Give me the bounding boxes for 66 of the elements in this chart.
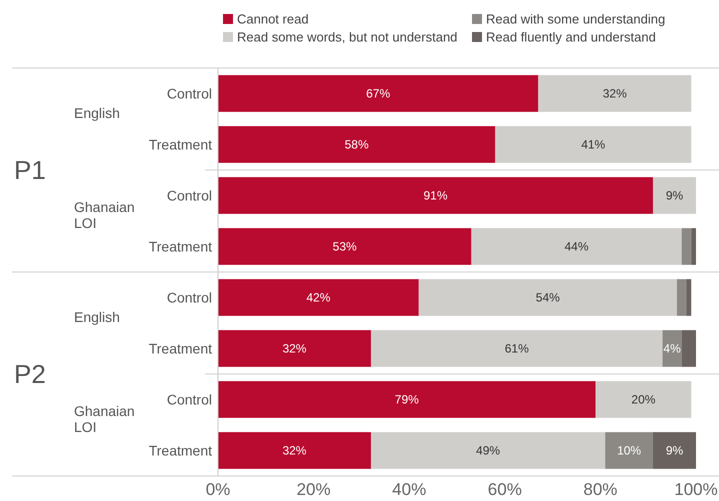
y-tick-label: Treatment — [148, 238, 212, 254]
data-label: 79% — [394, 392, 420, 407]
bar — [686, 279, 692, 316]
bar — [495, 126, 692, 163]
x-tick-label: 40% — [392, 480, 426, 499]
bar — [652, 432, 696, 469]
bar — [538, 75, 692, 112]
data-label: 44% — [564, 240, 589, 254]
text: Ghanaian LOI — [74, 402, 135, 435]
y-tick-label: Control — [166, 289, 212, 306]
x-tick-label: 100% — [674, 480, 718, 499]
data-label: 91% — [423, 188, 448, 203]
data-label: 58% — [344, 138, 369, 152]
bar — [218, 432, 371, 469]
text: P2 — [14, 359, 46, 390]
legend-label: Cannot read — [237, 12, 309, 27]
y-tick-label: Control — [166, 391, 212, 408]
data-label: 67% — [366, 86, 390, 101]
bar — [218, 279, 419, 316]
data-label: 61% — [504, 342, 530, 356]
data-label: 42% — [306, 290, 331, 305]
bar — [682, 330, 696, 367]
data-label: 49% — [476, 444, 500, 458]
text: English — [74, 104, 120, 121]
bar — [370, 330, 663, 367]
bar — [471, 228, 682, 265]
bar — [682, 228, 692, 265]
bar — [218, 126, 496, 163]
x-tick-label: 20% — [296, 480, 331, 499]
data-label: 32% — [282, 444, 307, 458]
text: Ghanaian LOI — [74, 198, 135, 231]
bar — [218, 75, 538, 112]
bar — [596, 381, 692, 418]
bar — [691, 228, 696, 265]
y-tick-label: Control — [166, 85, 212, 102]
text: P1 — [14, 155, 46, 186]
legend-label: Read some words, but not understand — [237, 30, 458, 45]
data-label: 9% — [666, 188, 684, 203]
legend-label: Read fluently and understand — [486, 30, 656, 45]
y-tick-label: Treatment — [148, 340, 212, 356]
data-label: 32% — [602, 86, 628, 101]
data-label: 41% — [581, 138, 606, 152]
data-label: 20% — [631, 392, 656, 407]
text: English — [74, 308, 120, 325]
data-label: 9% — [666, 444, 684, 458]
data-label: 4% — [663, 342, 682, 356]
data-label: 32% — [282, 342, 307, 356]
bar — [218, 330, 371, 367]
data-label: 54% — [536, 290, 560, 305]
bar — [218, 228, 472, 265]
data-label: 53% — [332, 240, 357, 254]
bar — [370, 432, 606, 469]
y-tick-label: Treatment — [148, 136, 212, 152]
bar — [418, 279, 677, 316]
legend-label: Read with some understanding — [486, 12, 666, 27]
bar — [676, 279, 686, 316]
y-tick-label: Control — [166, 187, 212, 204]
x-tick-label: 80% — [583, 480, 618, 499]
bar — [605, 432, 653, 469]
x-tick-label: 60% — [488, 480, 522, 499]
bar — [218, 177, 653, 214]
data-label: 10% — [617, 444, 642, 458]
y-tick-label: Treatment — [148, 442, 212, 458]
x-tick-label: 0% — [206, 480, 230, 499]
bar — [218, 381, 596, 418]
bar — [652, 177, 696, 214]
